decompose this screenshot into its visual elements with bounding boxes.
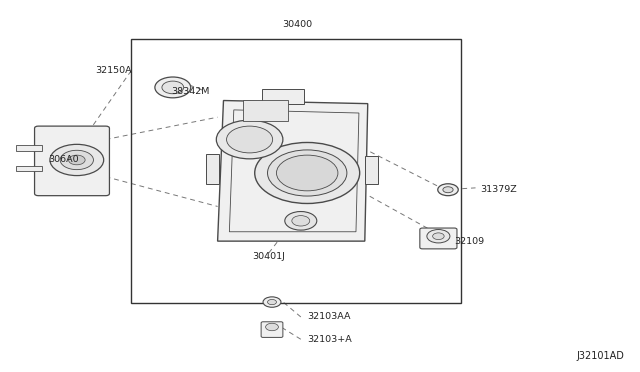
Text: 31379Z: 31379Z [480, 185, 516, 194]
Bar [365, 156, 378, 184]
Bar [243, 100, 288, 121]
Circle shape [268, 150, 347, 196]
FancyBboxPatch shape [35, 126, 109, 196]
Circle shape [443, 187, 453, 193]
Circle shape [216, 120, 283, 159]
Circle shape [255, 142, 360, 203]
Circle shape [50, 144, 104, 176]
Circle shape [276, 155, 338, 191]
Polygon shape [218, 100, 368, 241]
Circle shape [438, 184, 458, 196]
Circle shape [162, 81, 184, 94]
Circle shape [427, 230, 450, 243]
Text: 38342M: 38342M [172, 87, 210, 96]
Text: 306A0: 306A0 [48, 155, 79, 164]
Bar [206, 154, 219, 184]
Bar [16, 145, 42, 151]
Circle shape [68, 155, 85, 165]
Circle shape [433, 233, 444, 240]
Circle shape [60, 150, 93, 170]
Circle shape [292, 216, 310, 226]
Text: 30400: 30400 [282, 20, 313, 29]
Circle shape [285, 212, 317, 230]
FancyBboxPatch shape [261, 322, 283, 337]
Bar [262, 89, 304, 104]
Circle shape [155, 77, 191, 98]
Circle shape [266, 323, 278, 331]
Text: 32150A: 32150A [95, 66, 131, 75]
Text: 32103AA: 32103AA [307, 312, 351, 321]
FancyBboxPatch shape [420, 228, 457, 249]
Circle shape [268, 299, 276, 305]
Circle shape [227, 126, 273, 153]
Text: 32109: 32109 [454, 237, 484, 246]
Bar [16, 166, 42, 171]
Text: 32103+A: 32103+A [307, 335, 352, 344]
Text: 30401J: 30401J [252, 252, 285, 261]
Bar [131, 39, 461, 303]
Circle shape [263, 297, 281, 307]
Text: J32101AD: J32101AD [576, 351, 624, 361]
